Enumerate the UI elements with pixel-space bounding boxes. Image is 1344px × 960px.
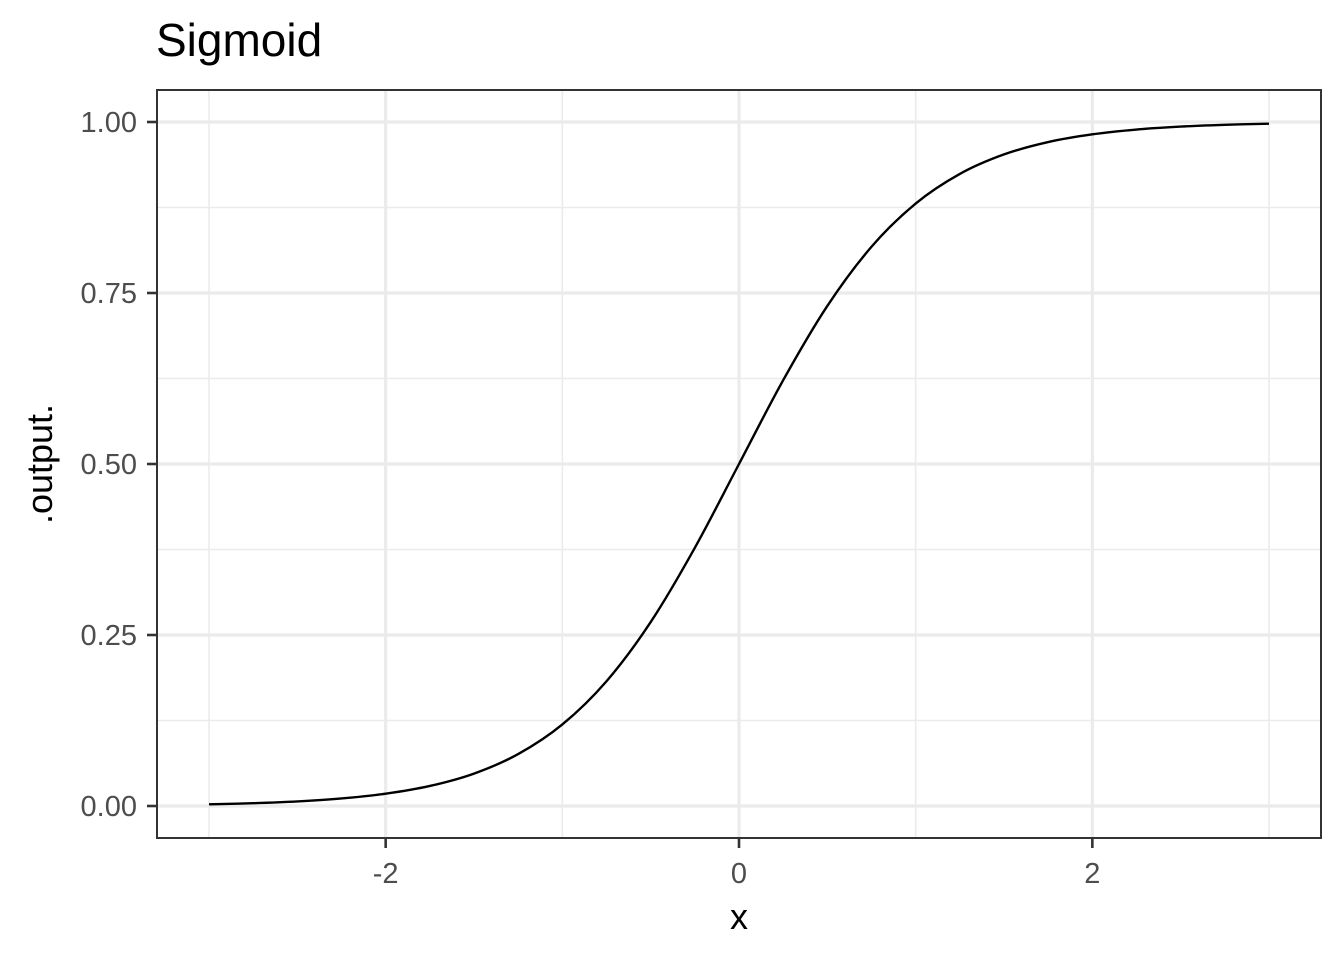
y-tick-label: 0.50 xyxy=(81,449,137,481)
x-tick-label: 0 xyxy=(731,858,747,890)
axes: -2 0 2 0.00 0.25 0.50 0.75 1.00 xyxy=(81,107,1101,890)
x-tick-label: 2 xyxy=(1084,858,1100,890)
y-tick-label: 0.75 xyxy=(81,278,137,310)
plot-area xyxy=(208,122,1270,806)
y-tick-label: 1.00 xyxy=(81,107,137,139)
y-tick-label: 0.25 xyxy=(81,620,137,652)
x-axis-title: x xyxy=(730,896,748,937)
series-line-0 xyxy=(208,122,1270,806)
y-tick-label: 0.00 xyxy=(81,791,137,823)
chart-title: Sigmoid xyxy=(156,14,322,66)
x-tick-label: -2 xyxy=(373,858,399,890)
y-axis-title: .output. xyxy=(19,404,60,524)
